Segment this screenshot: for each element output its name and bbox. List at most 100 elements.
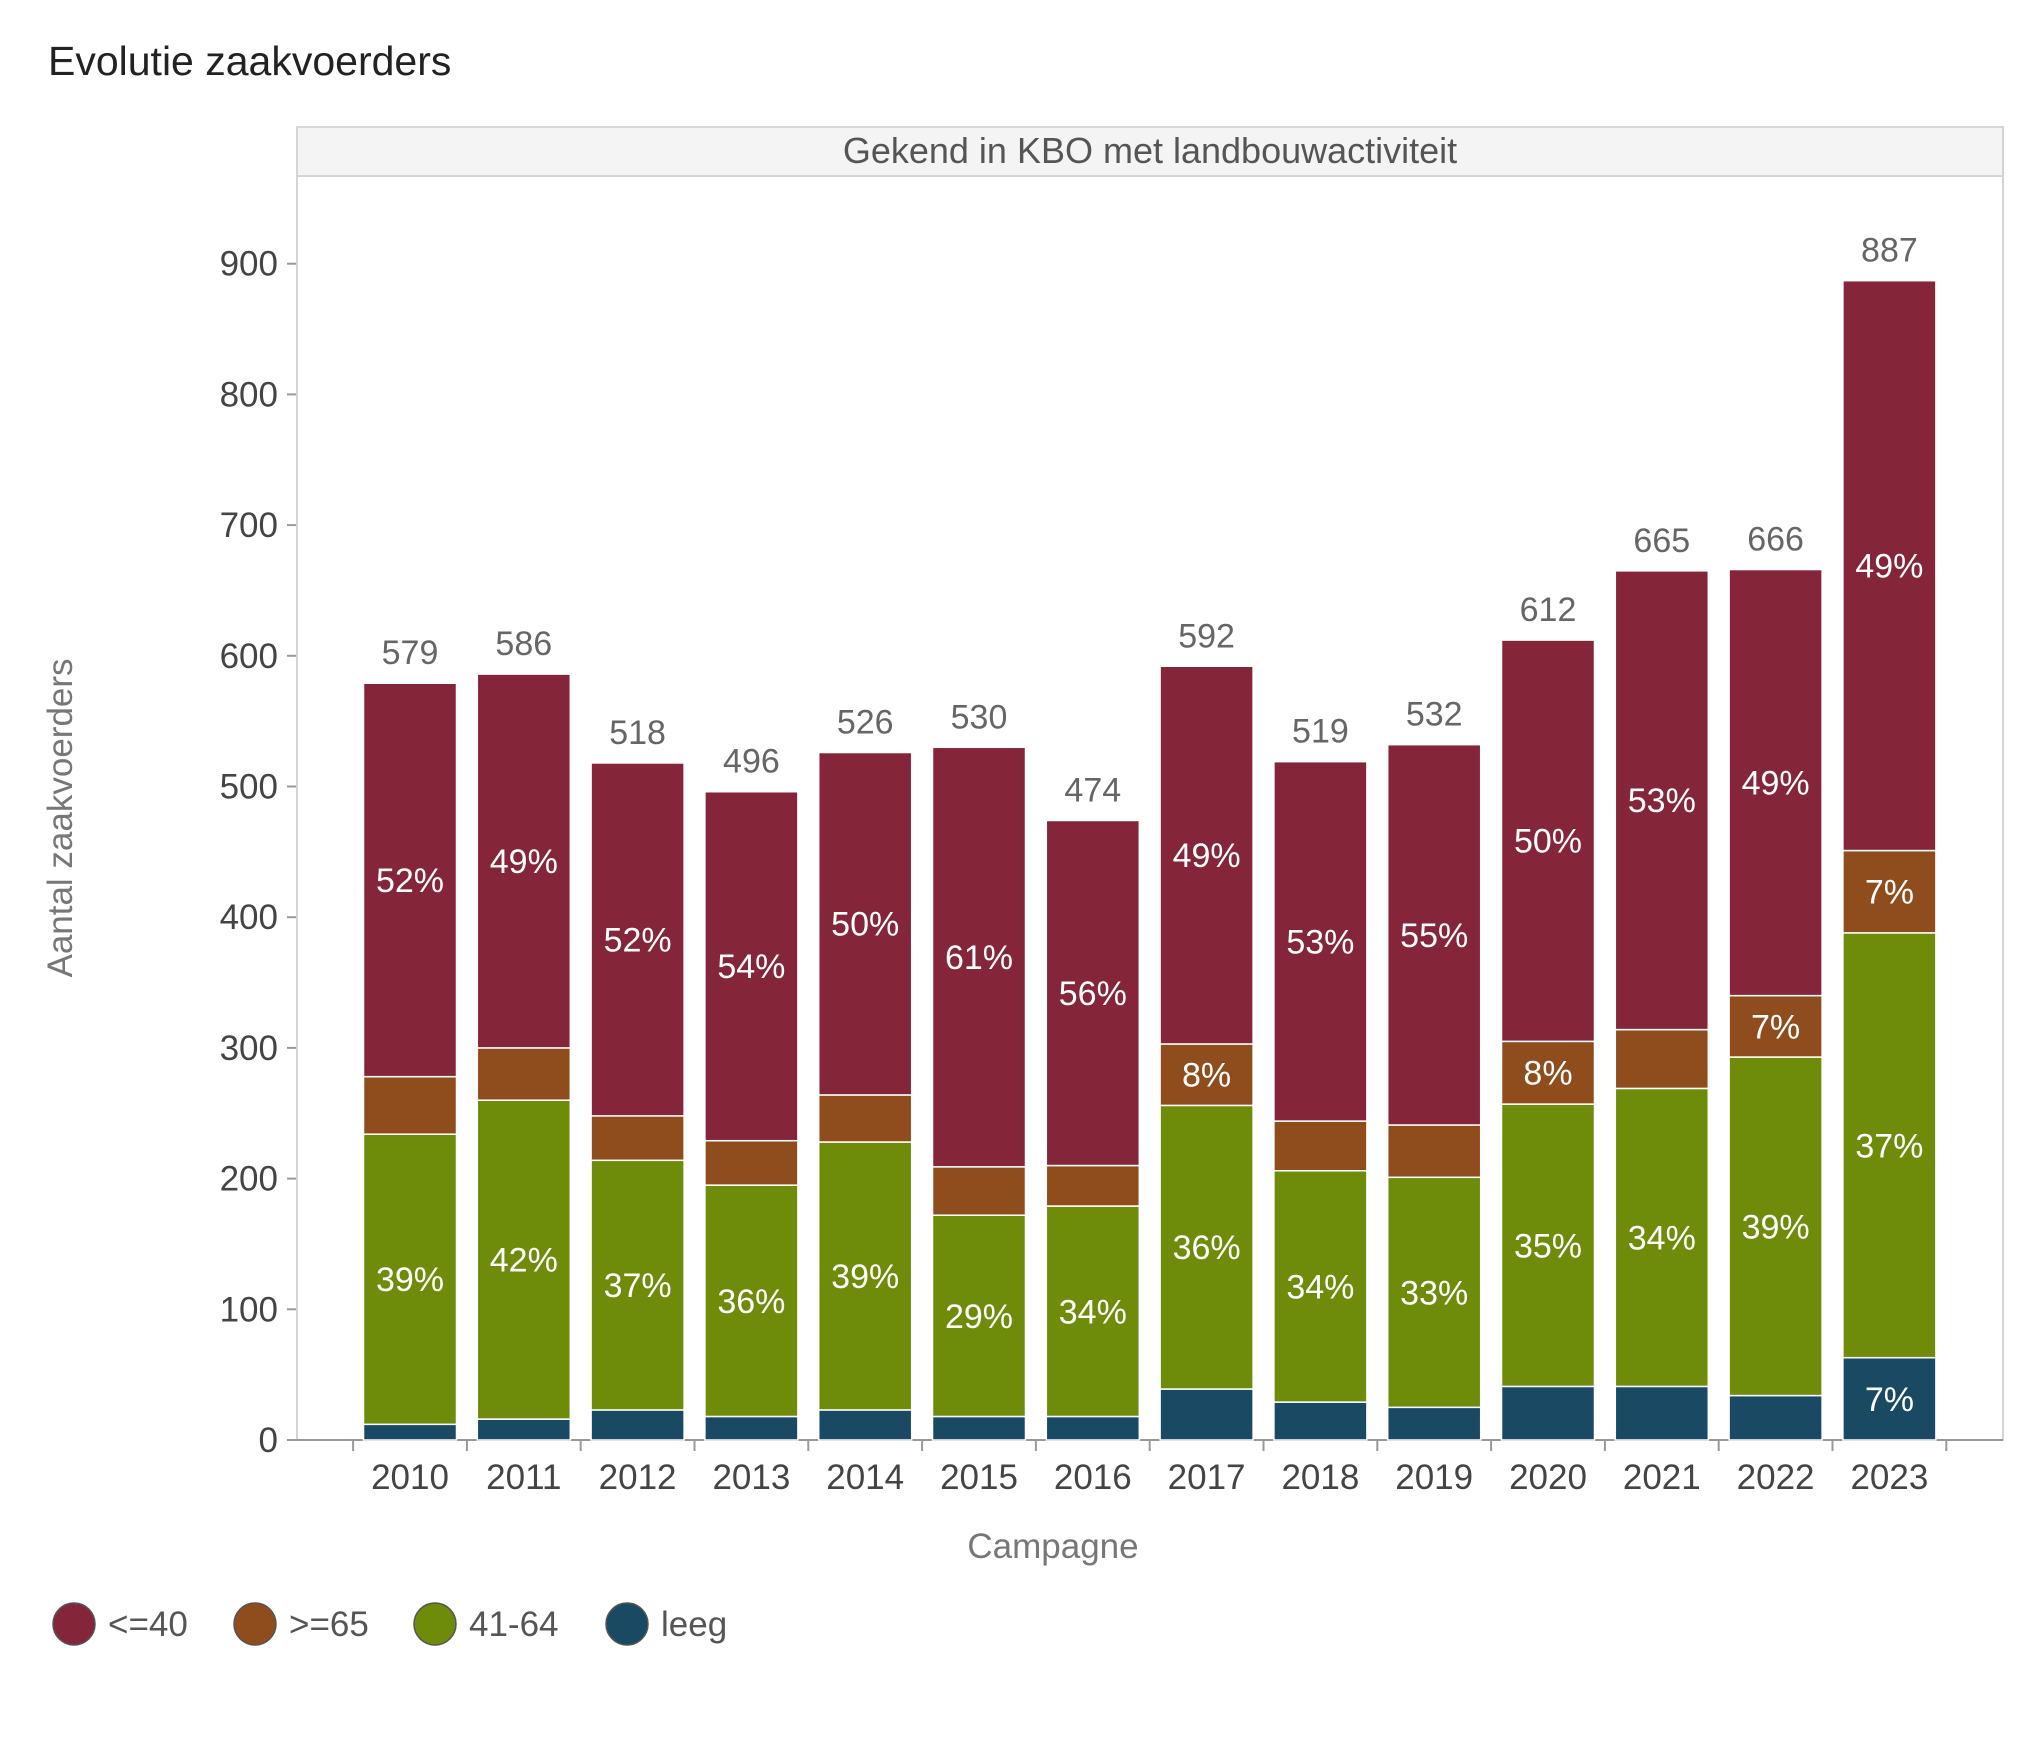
y-tick-label: 700: [220, 506, 278, 545]
percent-label: 55%: [1400, 917, 1468, 955]
bar-segment-leeg[interactable]: [590, 1409, 685, 1441]
x-tick-label: 2015: [940, 1458, 1018, 1497]
bar-segment-leeg[interactable]: [476, 1418, 572, 1441]
bar-segment-<=40[interactable]: [817, 751, 913, 1096]
percent-label: 34%: [1059, 1293, 1127, 1331]
total-label: 474: [1064, 771, 1121, 809]
bar-segment-41-64[interactable]: [590, 1159, 685, 1411]
bar-segment->=65[interactable]: [1273, 1120, 1368, 1172]
bar-segment-41-64[interactable]: [1273, 1170, 1368, 1403]
bar-segment-leeg[interactable]: [1728, 1394, 1823, 1441]
percent-label: 7%: [1751, 1008, 1800, 1046]
y-tick-label: 100: [220, 1290, 278, 1329]
bar-segment-leeg[interactable]: [817, 1409, 913, 1441]
bar-segment-leeg[interactable]: [1500, 1385, 1596, 1441]
x-tick-label: 2019: [1395, 1458, 1473, 1497]
bar-segment-<=40[interactable]: [1728, 568, 1823, 997]
bar-segment-41-64[interactable]: [1386, 1176, 1482, 1409]
bar-segment-41-64[interactable]: [476, 1099, 572, 1420]
bar-segment-<=40[interactable]: [931, 746, 1027, 1168]
total-label: 592: [1178, 617, 1235, 655]
bar-segment-leeg[interactable]: [704, 1415, 799, 1441]
x-tick-label: 2020: [1509, 1458, 1587, 1497]
bar-segment-leeg[interactable]: [1842, 1356, 1937, 1441]
bar-segment->=65[interactable]: [931, 1166, 1027, 1216]
total-label: 526: [837, 704, 894, 742]
x-tick-label: 2010: [371, 1458, 449, 1497]
bar-segment-<=40[interactable]: [1500, 639, 1596, 1043]
bar-segment->=65[interactable]: [1500, 1040, 1596, 1105]
legend-item[interactable]: >=65: [233, 1602, 369, 1646]
bar-segment->=65[interactable]: [1614, 1028, 1710, 1090]
bar-segment->=65[interactable]: [1045, 1164, 1141, 1207]
legend-swatch: [605, 1602, 649, 1646]
bar-segment-<=40[interactable]: [1045, 819, 1141, 1167]
y-tick-label: 0: [259, 1421, 278, 1460]
legend-label: leeg: [661, 1605, 727, 1644]
bar-segment-leeg[interactable]: [1159, 1388, 1254, 1441]
bar-group-2016: 34% 56% 474: [1045, 771, 1141, 1441]
bar-segment-41-64[interactable]: [931, 1214, 1027, 1418]
bar-segment->=65[interactable]: [817, 1094, 913, 1143]
bar-segment-<=40[interactable]: [1273, 760, 1368, 1122]
bar-segment->=65[interactable]: [1386, 1124, 1482, 1179]
legend-item[interactable]: 41-64: [413, 1602, 559, 1646]
bar-segment-<=40[interactable]: [590, 762, 685, 1117]
x-tick-label: 2013: [712, 1458, 790, 1497]
bar-segment-41-64[interactable]: [1045, 1205, 1141, 1418]
x-tick-label: 2012: [599, 1458, 677, 1497]
bar-segment->=65[interactable]: [1842, 849, 1937, 934]
bar-segment-41-64[interactable]: [362, 1133, 458, 1426]
percent-label: 8%: [1182, 1057, 1231, 1095]
percent-label: 34%: [1628, 1219, 1696, 1257]
percent-label: 49%: [1855, 548, 1923, 586]
y-tick-label: 200: [220, 1160, 278, 1199]
bar-segment-41-64[interactable]: [1842, 932, 1937, 1359]
bar-segment-leeg[interactable]: [1273, 1401, 1368, 1441]
percent-label: 36%: [1173, 1229, 1241, 1267]
bar-segment->=65[interactable]: [1728, 994, 1823, 1058]
y-tick-label: 600: [220, 637, 278, 676]
bar-group-2014: 39% 50% 526: [817, 704, 913, 1441]
bar-segment-<=40[interactable]: [1842, 279, 1937, 852]
legend-item[interactable]: <=40: [52, 1602, 188, 1646]
bar-group-2017: 36% 8% 49% 592: [1159, 617, 1254, 1441]
bar-segment->=65[interactable]: [362, 1075, 458, 1135]
legend-swatch: [52, 1602, 96, 1646]
bar-segment-<=40[interactable]: [1614, 570, 1710, 1031]
bar-segment-leeg[interactable]: [1386, 1406, 1482, 1441]
bar-segment-leeg[interactable]: [931, 1415, 1027, 1441]
percent-label: 53%: [1286, 923, 1354, 961]
legend-item[interactable]: leeg: [605, 1602, 727, 1646]
x-axis: 2010 2011 2012 2013 2014 2015 2016 2017 2018 2019…: [352, 1440, 1948, 1497]
bar-segment-41-64[interactable]: [704, 1184, 799, 1418]
y-tick-label: 400: [220, 898, 278, 937]
total-label: 666: [1747, 521, 1804, 559]
bar-segment->=65[interactable]: [1159, 1043, 1254, 1107]
bar-group-2015: 29% 61% 530: [931, 698, 1027, 1441]
x-tick-label: 2023: [1850, 1458, 1928, 1497]
bar-group-2023: 7% 37% 7% 49% 887: [1842, 232, 1937, 1441]
bar-segment-<=40[interactable]: [704, 790, 799, 1142]
total-label: 579: [382, 634, 439, 672]
bar-segment->=65[interactable]: [704, 1139, 799, 1186]
x-tick-label: 2017: [1168, 1458, 1246, 1497]
percent-label: 49%: [1173, 837, 1241, 875]
bar-segment-41-64[interactable]: [1614, 1087, 1710, 1388]
bar-segment-<=40[interactable]: [362, 682, 458, 1078]
percent-label: 34%: [1286, 1268, 1354, 1306]
bar-segment-<=40[interactable]: [476, 673, 572, 1049]
bar-group-2022: 39% 7% 49% 666: [1728, 521, 1823, 1441]
bar-segment-<=40[interactable]: [1159, 665, 1254, 1045]
percent-label: 39%: [831, 1258, 899, 1296]
bar-segment->=65[interactable]: [476, 1047, 572, 1101]
chart-title: Evolutie zaakvoerders: [48, 38, 451, 84]
bar-segment-41-64[interactable]: [1159, 1104, 1254, 1390]
bar-segment->=65[interactable]: [590, 1115, 685, 1162]
bar-group-2011: 42% 49% 586: [476, 625, 572, 1441]
bar-segment-leeg[interactable]: [362, 1423, 458, 1441]
bar-segment-leeg[interactable]: [1045, 1415, 1141, 1441]
percent-label: 54%: [717, 948, 785, 986]
bar-segment-leeg[interactable]: [1614, 1385, 1710, 1441]
bar-segment-<=40[interactable]: [1386, 743, 1482, 1126]
